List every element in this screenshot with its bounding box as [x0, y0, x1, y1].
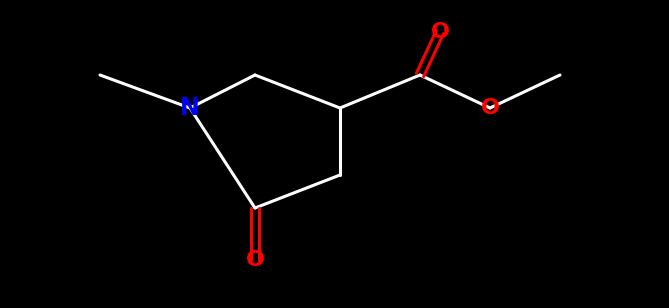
- Text: O: O: [430, 22, 450, 42]
- Text: O: O: [480, 98, 500, 118]
- Text: N: N: [180, 96, 200, 120]
- Text: O: O: [246, 250, 264, 270]
